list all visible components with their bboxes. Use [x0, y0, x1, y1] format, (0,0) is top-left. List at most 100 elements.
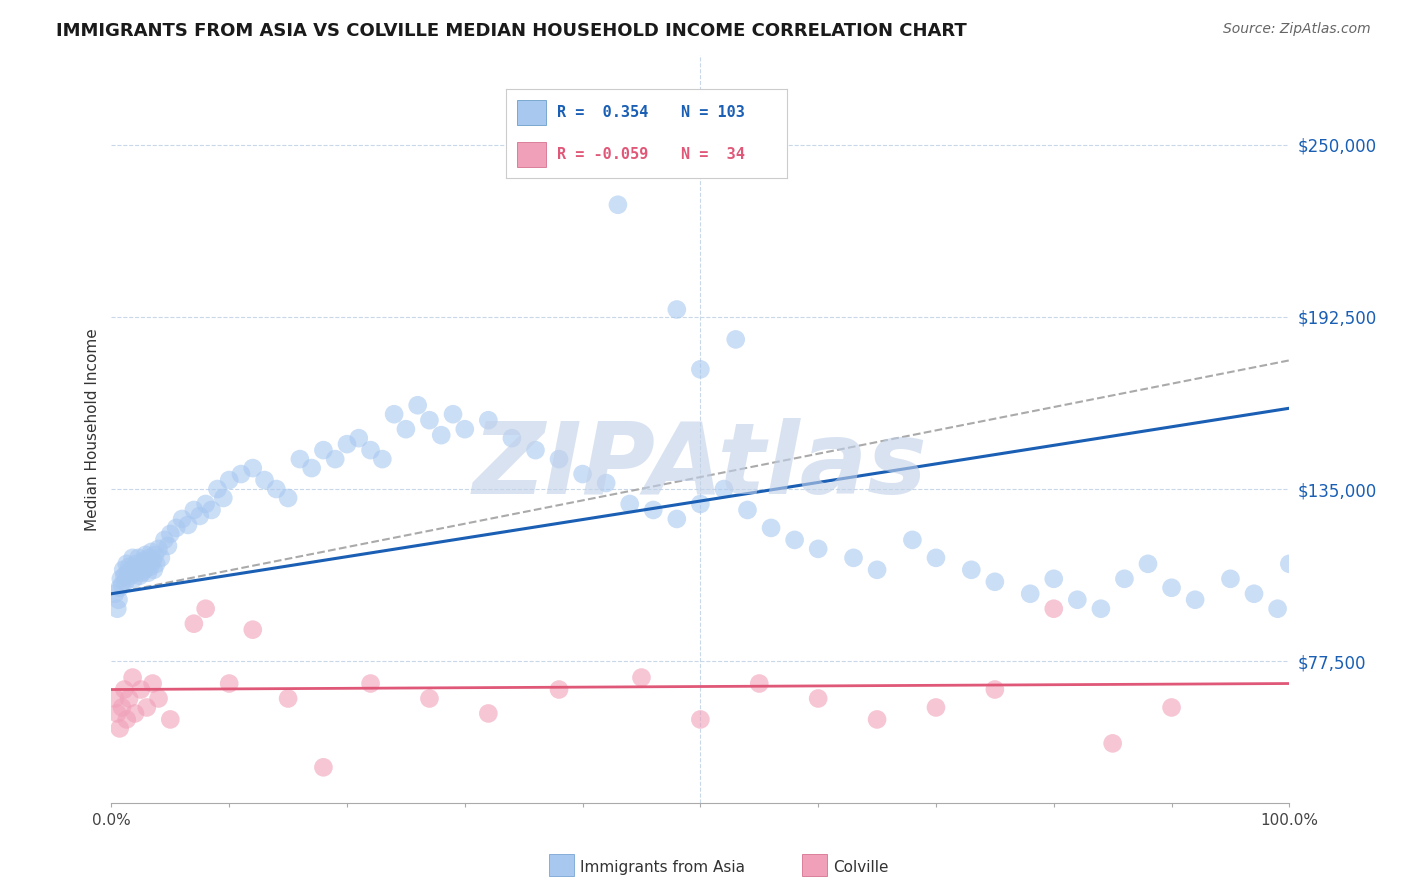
- Point: [866, 713, 889, 727]
- Point: [218, 676, 240, 690]
- Point: [128, 569, 150, 583]
- Point: [689, 713, 711, 727]
- Point: [125, 557, 148, 571]
- Point: [122, 572, 145, 586]
- Point: [984, 574, 1007, 589]
- Point: [312, 443, 335, 458]
- Point: [323, 452, 346, 467]
- Point: [105, 706, 128, 721]
- Point: [112, 569, 135, 583]
- Point: [960, 563, 983, 577]
- Point: [866, 563, 889, 577]
- Point: [1114, 572, 1136, 586]
- Point: [111, 700, 134, 714]
- Point: [194, 497, 217, 511]
- Point: [606, 198, 628, 212]
- Point: [145, 557, 167, 571]
- Point: [165, 521, 187, 535]
- Point: [477, 413, 499, 427]
- Point: [360, 443, 382, 458]
- Point: [1267, 601, 1289, 615]
- Point: [901, 533, 924, 547]
- Point: [454, 422, 477, 436]
- Point: [301, 461, 323, 475]
- Point: [312, 760, 335, 774]
- Point: [172, 512, 194, 526]
- Point: [242, 623, 264, 637]
- Point: [430, 428, 453, 442]
- Point: [807, 541, 830, 556]
- Point: [135, 557, 157, 571]
- Text: Immigrants from Asia: Immigrants from Asia: [581, 860, 745, 874]
- Point: [136, 566, 159, 580]
- Point: [713, 482, 735, 496]
- Point: [159, 713, 181, 727]
- Point: [288, 452, 311, 467]
- Point: [108, 581, 131, 595]
- Bar: [517, 142, 546, 167]
- Bar: [517, 100, 546, 125]
- Point: [207, 482, 229, 496]
- Text: N =  34: N = 34: [681, 147, 744, 161]
- Point: [395, 422, 418, 436]
- Y-axis label: Median Household Income: Median Household Income: [86, 327, 100, 531]
- Point: [117, 566, 139, 580]
- Point: [783, 533, 806, 547]
- Point: [118, 691, 141, 706]
- Point: [336, 437, 359, 451]
- Point: [360, 676, 382, 690]
- Point: [266, 482, 288, 496]
- Point: [153, 533, 176, 547]
- Point: [114, 574, 136, 589]
- Point: [118, 559, 141, 574]
- Point: [277, 491, 299, 505]
- Point: [120, 563, 142, 577]
- Point: [183, 503, 205, 517]
- Point: [1219, 572, 1241, 586]
- Point: [1243, 587, 1265, 601]
- Point: [984, 682, 1007, 697]
- Text: N = 103: N = 103: [681, 105, 744, 120]
- Point: [121, 550, 143, 565]
- Point: [129, 559, 152, 574]
- Point: [105, 601, 128, 615]
- Point: [120, 569, 142, 583]
- Point: [1066, 592, 1088, 607]
- Text: Source: ZipAtlas.com: Source: ZipAtlas.com: [1223, 22, 1371, 37]
- Point: [501, 431, 523, 445]
- Point: [441, 407, 464, 421]
- Point: [148, 541, 170, 556]
- Point: [1019, 587, 1042, 601]
- Point: [135, 700, 157, 714]
- Point: [242, 461, 264, 475]
- Point: [142, 554, 165, 568]
- Point: [142, 563, 165, 577]
- Point: [141, 545, 163, 559]
- Point: [229, 467, 252, 481]
- Point: [200, 503, 222, 517]
- Point: [112, 682, 135, 697]
- Point: [643, 503, 665, 517]
- Point: [108, 722, 131, 736]
- Point: [665, 512, 688, 526]
- Point: [748, 676, 770, 690]
- Point: [842, 550, 865, 565]
- Text: Colville: Colville: [832, 860, 889, 874]
- Point: [759, 521, 782, 535]
- Point: [1278, 557, 1301, 571]
- Point: [548, 452, 571, 467]
- Point: [418, 413, 440, 427]
- Point: [188, 508, 211, 523]
- Point: [1137, 557, 1160, 571]
- Point: [1184, 592, 1206, 607]
- Point: [134, 563, 156, 577]
- Point: [104, 691, 127, 706]
- Point: [212, 491, 235, 505]
- Point: [1160, 581, 1182, 595]
- Point: [156, 539, 179, 553]
- Point: [1101, 736, 1123, 750]
- Point: [183, 616, 205, 631]
- Point: [131, 566, 153, 580]
- Point: [418, 691, 440, 706]
- Point: [1042, 601, 1064, 615]
